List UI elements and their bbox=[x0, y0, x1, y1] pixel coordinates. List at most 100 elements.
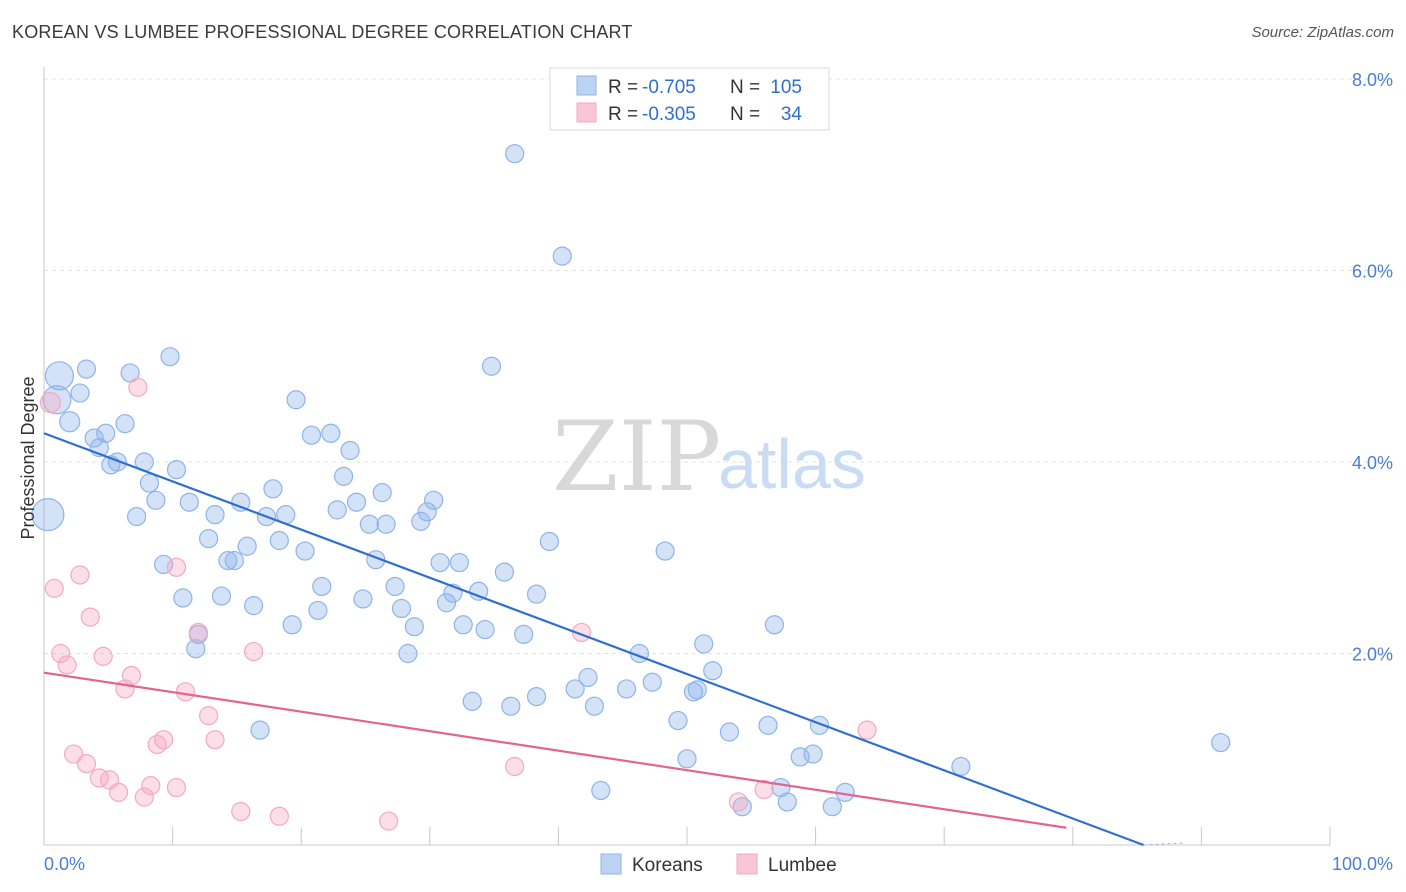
koreans-point-67 bbox=[475, 619, 495, 640]
koreans-point-19 bbox=[166, 460, 187, 480]
grid-lines bbox=[44, 78, 1393, 654]
lumbee-point-27 bbox=[269, 806, 289, 826]
koreans-point-84 bbox=[668, 710, 688, 731]
lumbee-point-0 bbox=[39, 392, 62, 414]
legend-label-lumbee: Lumbee bbox=[768, 855, 837, 876]
stats-r-label-lumbee: R = bbox=[608, 104, 638, 125]
koreans-trend-line bbox=[43, 432, 1144, 847]
x-tick-label-max: 100.0% bbox=[1332, 854, 1393, 874]
koreans-point-82 bbox=[642, 672, 662, 692]
lumbee-point-32 bbox=[754, 779, 774, 800]
lumbee-point-23 bbox=[199, 706, 219, 726]
stats-legend: R = -0.705 N = 105 R = -0.305 N = 34 bbox=[549, 67, 830, 131]
koreans-point-38 bbox=[286, 390, 306, 410]
stats-r-label-koreans: R = bbox=[608, 77, 638, 98]
koreans-point-27 bbox=[218, 551, 238, 571]
koreans-point-10 bbox=[107, 452, 127, 472]
koreans-point-37 bbox=[282, 615, 302, 635]
koreans-point-99 bbox=[822, 797, 842, 817]
koreans-point-3 bbox=[59, 411, 81, 433]
koreans-point-16 bbox=[146, 490, 166, 510]
koreans-point-35 bbox=[269, 530, 289, 551]
data-points bbox=[31, 144, 1231, 831]
trend-lines bbox=[43, 432, 1184, 847]
source-credit: Source: ZipAtlas.com bbox=[1251, 24, 1394, 41]
koreans-point-45 bbox=[334, 466, 354, 486]
koreans-point-52 bbox=[376, 514, 396, 534]
koreans-trend-extension bbox=[1143, 842, 1184, 846]
koreans-point-79 bbox=[591, 780, 611, 801]
koreans-point-65 bbox=[462, 691, 482, 711]
lumbee-trend-line bbox=[43, 671, 1067, 829]
koreans-point-72 bbox=[526, 686, 547, 707]
koreans-point-30 bbox=[237, 536, 257, 556]
koreans-point-66 bbox=[469, 581, 489, 601]
y-tick-labels: 2.0% 4.0% 6.0% 8.0% bbox=[1352, 70, 1393, 665]
koreans-point-102 bbox=[1211, 732, 1231, 753]
koreans-point-56 bbox=[404, 617, 424, 637]
lumbee-point-9 bbox=[93, 646, 113, 666]
legend-swatch-koreans bbox=[600, 853, 622, 875]
koreans-point-78 bbox=[584, 696, 605, 716]
lumbee-point-2 bbox=[51, 643, 71, 664]
x-tick-label-min: 0.0% bbox=[44, 854, 85, 874]
axes bbox=[43, 67, 1331, 846]
koreans-point-97 bbox=[803, 744, 823, 764]
koreans-point-58 bbox=[417, 502, 437, 522]
koreans-point-87 bbox=[687, 680, 707, 700]
koreans-point-77 bbox=[578, 667, 598, 688]
koreans-point-88 bbox=[694, 634, 714, 654]
koreans-point-15 bbox=[139, 473, 160, 493]
koreans-point-41 bbox=[308, 600, 328, 621]
koreans-point-55 bbox=[398, 643, 418, 664]
koreans-point-5 bbox=[76, 359, 97, 379]
lumbee-point-6 bbox=[76, 754, 97, 774]
koreans-point-95 bbox=[777, 792, 797, 812]
koreans-point-13 bbox=[126, 506, 147, 527]
koreans-point-69 bbox=[494, 562, 514, 582]
koreans-point-68 bbox=[481, 356, 502, 376]
koreans-point-71 bbox=[514, 624, 534, 644]
koreans-point-42 bbox=[312, 576, 332, 597]
koreans-point-31 bbox=[244, 596, 264, 616]
lumbee-point-13 bbox=[121, 665, 142, 686]
lumbee-point-21 bbox=[175, 682, 196, 702]
y-tick-label-2: 6.0% bbox=[1352, 262, 1393, 282]
series-legend: Koreans Lumbee bbox=[600, 853, 837, 876]
koreans-point-47 bbox=[346, 492, 367, 512]
koreans-point-61 bbox=[436, 593, 457, 613]
lumbee-point-22 bbox=[188, 622, 208, 643]
watermark: ZIP atlas bbox=[552, 401, 866, 513]
legend-label-koreans: Koreans bbox=[632, 855, 703, 876]
koreans-point-74 bbox=[539, 531, 559, 552]
koreans-point-2 bbox=[31, 498, 65, 532]
lumbee-point-18 bbox=[153, 730, 174, 750]
stats-n-label-koreans: N = bbox=[730, 77, 760, 98]
lumbee-point-11 bbox=[108, 782, 129, 802]
koreans-point-34 bbox=[263, 479, 283, 499]
koreans-point-18 bbox=[160, 347, 180, 367]
koreans-point-76 bbox=[565, 679, 585, 699]
koreans-point-8 bbox=[96, 423, 116, 443]
koreans-point-85 bbox=[677, 749, 697, 769]
koreans-point-64 bbox=[453, 615, 473, 635]
koreans-point-48 bbox=[353, 589, 373, 609]
koreans-point-6 bbox=[84, 428, 104, 448]
lumbee-point-28 bbox=[379, 811, 399, 831]
koreans-point-46 bbox=[340, 440, 360, 461]
lumbee-point-31 bbox=[728, 792, 749, 812]
koreans-point-60 bbox=[430, 552, 450, 573]
koreans-point-63 bbox=[449, 552, 469, 573]
y-axis-label: Professional Degree bbox=[18, 376, 38, 539]
koreans-point-32 bbox=[250, 720, 270, 740]
stats-r-value-koreans: -0.705 bbox=[642, 77, 696, 98]
lumbee-point-20 bbox=[166, 557, 187, 577]
y-tick-label-1: 4.0% bbox=[1352, 453, 1393, 473]
koreans-point-59 bbox=[424, 490, 444, 510]
koreans-point-43 bbox=[321, 423, 341, 443]
lumbee-point-7 bbox=[80, 607, 100, 627]
koreans-point-49 bbox=[359, 514, 379, 534]
koreans-point-39 bbox=[295, 541, 315, 561]
koreans-point-83 bbox=[655, 541, 675, 561]
